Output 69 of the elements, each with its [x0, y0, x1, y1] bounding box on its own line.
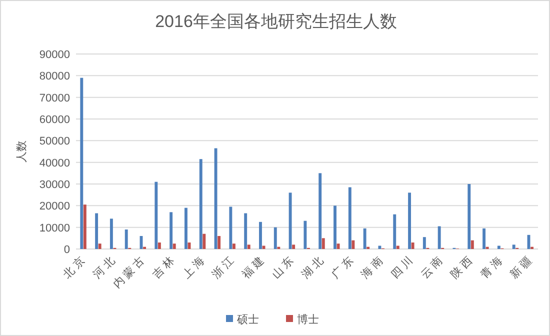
bar — [80, 78, 84, 249]
bar — [274, 227, 277, 249]
bar — [318, 173, 322, 249]
x-tick-label: 湖北 — [299, 252, 328, 281]
bar — [334, 206, 336, 249]
x-tick-label: 陕西 — [448, 252, 478, 281]
x-tick-label: 上海 — [180, 252, 209, 281]
legend-label: 硕士 — [236, 313, 259, 326]
y-tick-label: 90000 — [39, 49, 70, 61]
bar — [95, 213, 98, 249]
bar — [244, 213, 248, 249]
bar — [214, 148, 218, 249]
bar — [218, 236, 221, 249]
bar — [170, 212, 173, 249]
y-axis-title: 人数 — [16, 140, 28, 162]
bar — [229, 206, 232, 249]
bar — [232, 244, 236, 249]
x-tick-label: 云南 — [418, 252, 448, 281]
bar — [202, 234, 206, 249]
x-tick-label: 吉林 — [150, 252, 179, 281]
y-tick-label: 40000 — [39, 157, 70, 170]
bar — [304, 220, 307, 249]
bar — [184, 208, 188, 249]
bar — [98, 244, 102, 249]
bar — [124, 230, 128, 249]
bar — [470, 240, 474, 249]
x-tick-label: 青海 — [478, 252, 507, 281]
x-tick-label: 山东 — [269, 252, 298, 281]
bar — [363, 228, 366, 249]
bar — [438, 226, 441, 249]
bar — [408, 192, 411, 249]
bar — [336, 244, 340, 249]
y-tick-label: 70000 — [39, 92, 70, 104]
bar — [393, 214, 396, 249]
y-tick-label: 30000 — [39, 179, 70, 191]
bar — [422, 237, 426, 249]
bar — [259, 222, 262, 249]
x-tick-label: 四川 — [388, 252, 418, 281]
y-tick-label: 10000 — [39, 222, 70, 234]
x-tick-label: 福建 — [239, 252, 268, 281]
bar — [247, 244, 250, 249]
x-tick-label: 新疆 — [508, 252, 537, 281]
bar — [396, 246, 400, 249]
bar — [322, 238, 325, 249]
bar — [497, 246, 500, 249]
bar — [348, 187, 352, 249]
bar — [292, 244, 296, 249]
bar — [482, 228, 486, 249]
bar — [468, 184, 471, 249]
y-tick-label: 20000 — [39, 200, 70, 213]
bar — [352, 240, 355, 249]
bar — [288, 192, 292, 249]
y-tick-label: 50000 — [39, 136, 70, 148]
chart-title: 2016年全国各地研究生招生人数 — [155, 12, 397, 31]
legend-label: 博士 — [297, 313, 319, 326]
x-tick-label: 广东 — [328, 252, 358, 281]
x-tick-label: 浙江 — [210, 252, 239, 281]
bar — [83, 204, 86, 249]
y-tick-label: 80000 — [39, 70, 70, 83]
bar — [199, 159, 202, 249]
bar — [378, 246, 382, 249]
bar — [154, 182, 158, 249]
x-tick-label: 海南 — [358, 252, 388, 281]
bar — [110, 218, 113, 249]
y-tick-label: 60000 — [39, 114, 70, 126]
bar — [512, 244, 516, 249]
bar — [411, 242, 414, 249]
bar — [172, 244, 176, 249]
bar — [158, 242, 161, 249]
